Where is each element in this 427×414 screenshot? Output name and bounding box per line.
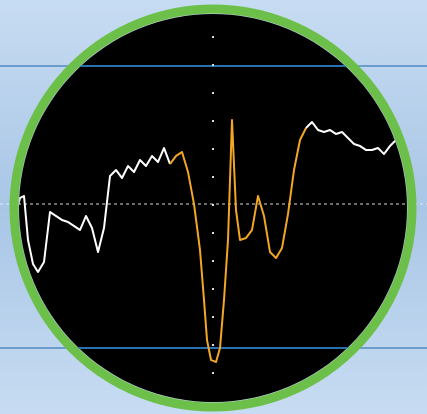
center-dot	[212, 148, 214, 150]
center-dot	[212, 176, 214, 178]
center-dot	[212, 232, 214, 234]
center-dot	[212, 204, 214, 206]
scope-ring	[9, 4, 417, 412]
center-dot	[212, 260, 214, 262]
signal-trace-right	[305, 121, 403, 155]
signal-trace-highlight	[169, 119, 307, 363]
center-dot	[212, 344, 214, 346]
center-dot	[212, 92, 214, 94]
scope-screen	[19, 14, 407, 402]
center-dot	[212, 372, 214, 374]
center-dot	[212, 316, 214, 318]
center-dot	[212, 120, 214, 122]
signal-trace-left	[19, 147, 171, 273]
center-dot	[212, 36, 214, 38]
center-dot	[212, 64, 214, 66]
center-dot	[212, 288, 214, 290]
vertical-center-dots	[212, 36, 214, 374]
